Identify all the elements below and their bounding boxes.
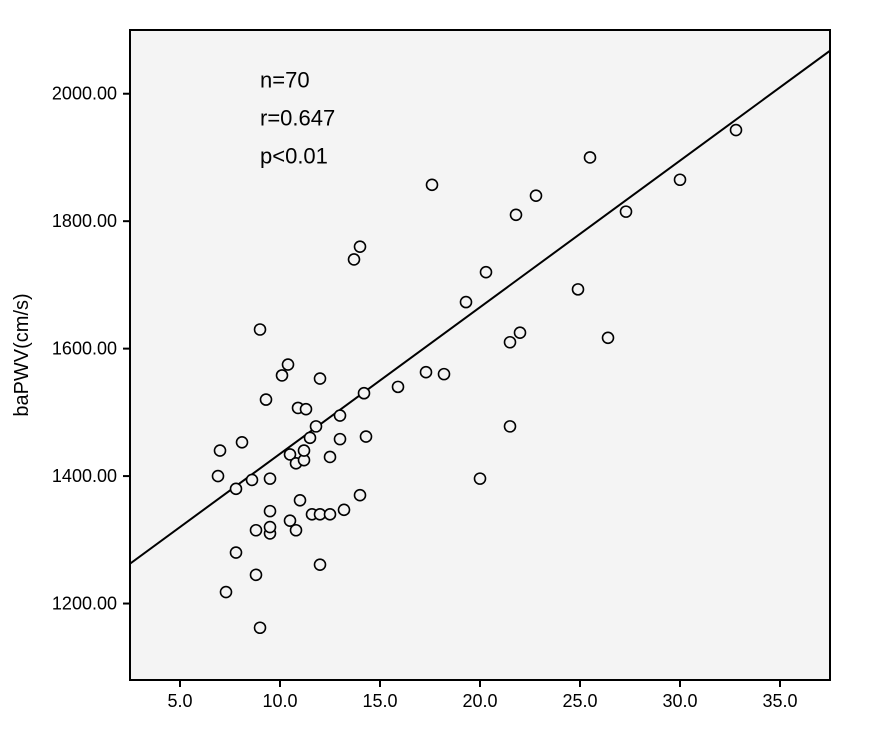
data-point bbox=[361, 431, 372, 442]
data-point bbox=[221, 587, 232, 598]
data-point bbox=[265, 522, 276, 533]
data-point bbox=[573, 284, 584, 295]
y-tick-label: 1200.00 bbox=[52, 594, 117, 614]
data-point bbox=[261, 394, 272, 405]
data-point bbox=[531, 190, 542, 201]
data-point bbox=[315, 373, 326, 384]
data-point bbox=[355, 241, 366, 252]
data-point bbox=[215, 445, 226, 456]
data-point bbox=[585, 152, 596, 163]
data-point bbox=[461, 297, 472, 308]
data-point bbox=[255, 324, 266, 335]
data-point bbox=[255, 622, 266, 633]
y-tick-label: 1400.00 bbox=[52, 466, 117, 486]
x-tick-label: 30.0 bbox=[662, 691, 697, 711]
x-tick-label: 25.0 bbox=[562, 691, 597, 711]
chart-svg: 5.0 10.0 15.0 20.0 25.0 30.0 35.0 1200.00 1400.0… bbox=[0, 0, 870, 736]
data-point bbox=[335, 434, 346, 445]
data-point bbox=[335, 410, 346, 421]
data-point bbox=[325, 509, 336, 520]
stat-n: n=70 bbox=[260, 67, 310, 92]
data-point bbox=[231, 483, 242, 494]
data-point bbox=[231, 547, 242, 558]
data-point bbox=[251, 569, 262, 580]
y-tick-label: 1600.00 bbox=[52, 339, 117, 359]
stat-p: p<0.01 bbox=[260, 143, 328, 168]
data-point bbox=[265, 473, 276, 484]
y-tick-label: 2000.00 bbox=[52, 84, 117, 104]
x-tick-label: 10.0 bbox=[262, 691, 297, 711]
data-point bbox=[511, 209, 522, 220]
x-tick-label: 20.0 bbox=[462, 691, 497, 711]
data-point bbox=[265, 506, 276, 517]
data-point bbox=[299, 445, 310, 456]
data-point bbox=[427, 179, 438, 190]
data-point bbox=[247, 474, 258, 485]
y-axis-label: baPWV(cm/s) bbox=[11, 293, 33, 416]
data-point bbox=[325, 451, 336, 462]
data-point bbox=[301, 404, 312, 415]
data-point bbox=[731, 125, 742, 136]
data-point bbox=[393, 381, 404, 392]
data-point bbox=[237, 437, 248, 448]
data-point bbox=[213, 471, 224, 482]
data-point bbox=[291, 525, 302, 536]
x-tick-label: 15.0 bbox=[362, 691, 397, 711]
data-point bbox=[311, 421, 322, 432]
data-point bbox=[675, 174, 686, 185]
data-point bbox=[481, 267, 492, 278]
data-point bbox=[505, 421, 516, 432]
data-point bbox=[603, 332, 614, 343]
data-point bbox=[505, 337, 516, 348]
data-point bbox=[421, 367, 432, 378]
data-point bbox=[439, 369, 450, 380]
y-tick-label: 1800.00 bbox=[52, 211, 117, 231]
data-point bbox=[305, 432, 316, 443]
x-tick-label: 35.0 bbox=[762, 691, 797, 711]
data-point bbox=[315, 559, 326, 570]
data-point bbox=[277, 370, 288, 381]
x-tick-label: 5.0 bbox=[167, 691, 192, 711]
data-point bbox=[295, 495, 306, 506]
data-point bbox=[355, 490, 366, 501]
data-point bbox=[515, 327, 526, 338]
data-point bbox=[475, 473, 486, 484]
scatter-chart: 5.0 10.0 15.0 20.0 25.0 30.0 35.0 1200.00 1400.0… bbox=[0, 0, 870, 736]
data-point bbox=[349, 254, 360, 265]
data-point bbox=[283, 359, 294, 370]
data-point bbox=[621, 206, 632, 217]
data-point bbox=[359, 388, 370, 399]
data-point bbox=[339, 504, 350, 515]
data-point bbox=[251, 525, 262, 536]
stat-r: r=0.647 bbox=[260, 105, 335, 130]
